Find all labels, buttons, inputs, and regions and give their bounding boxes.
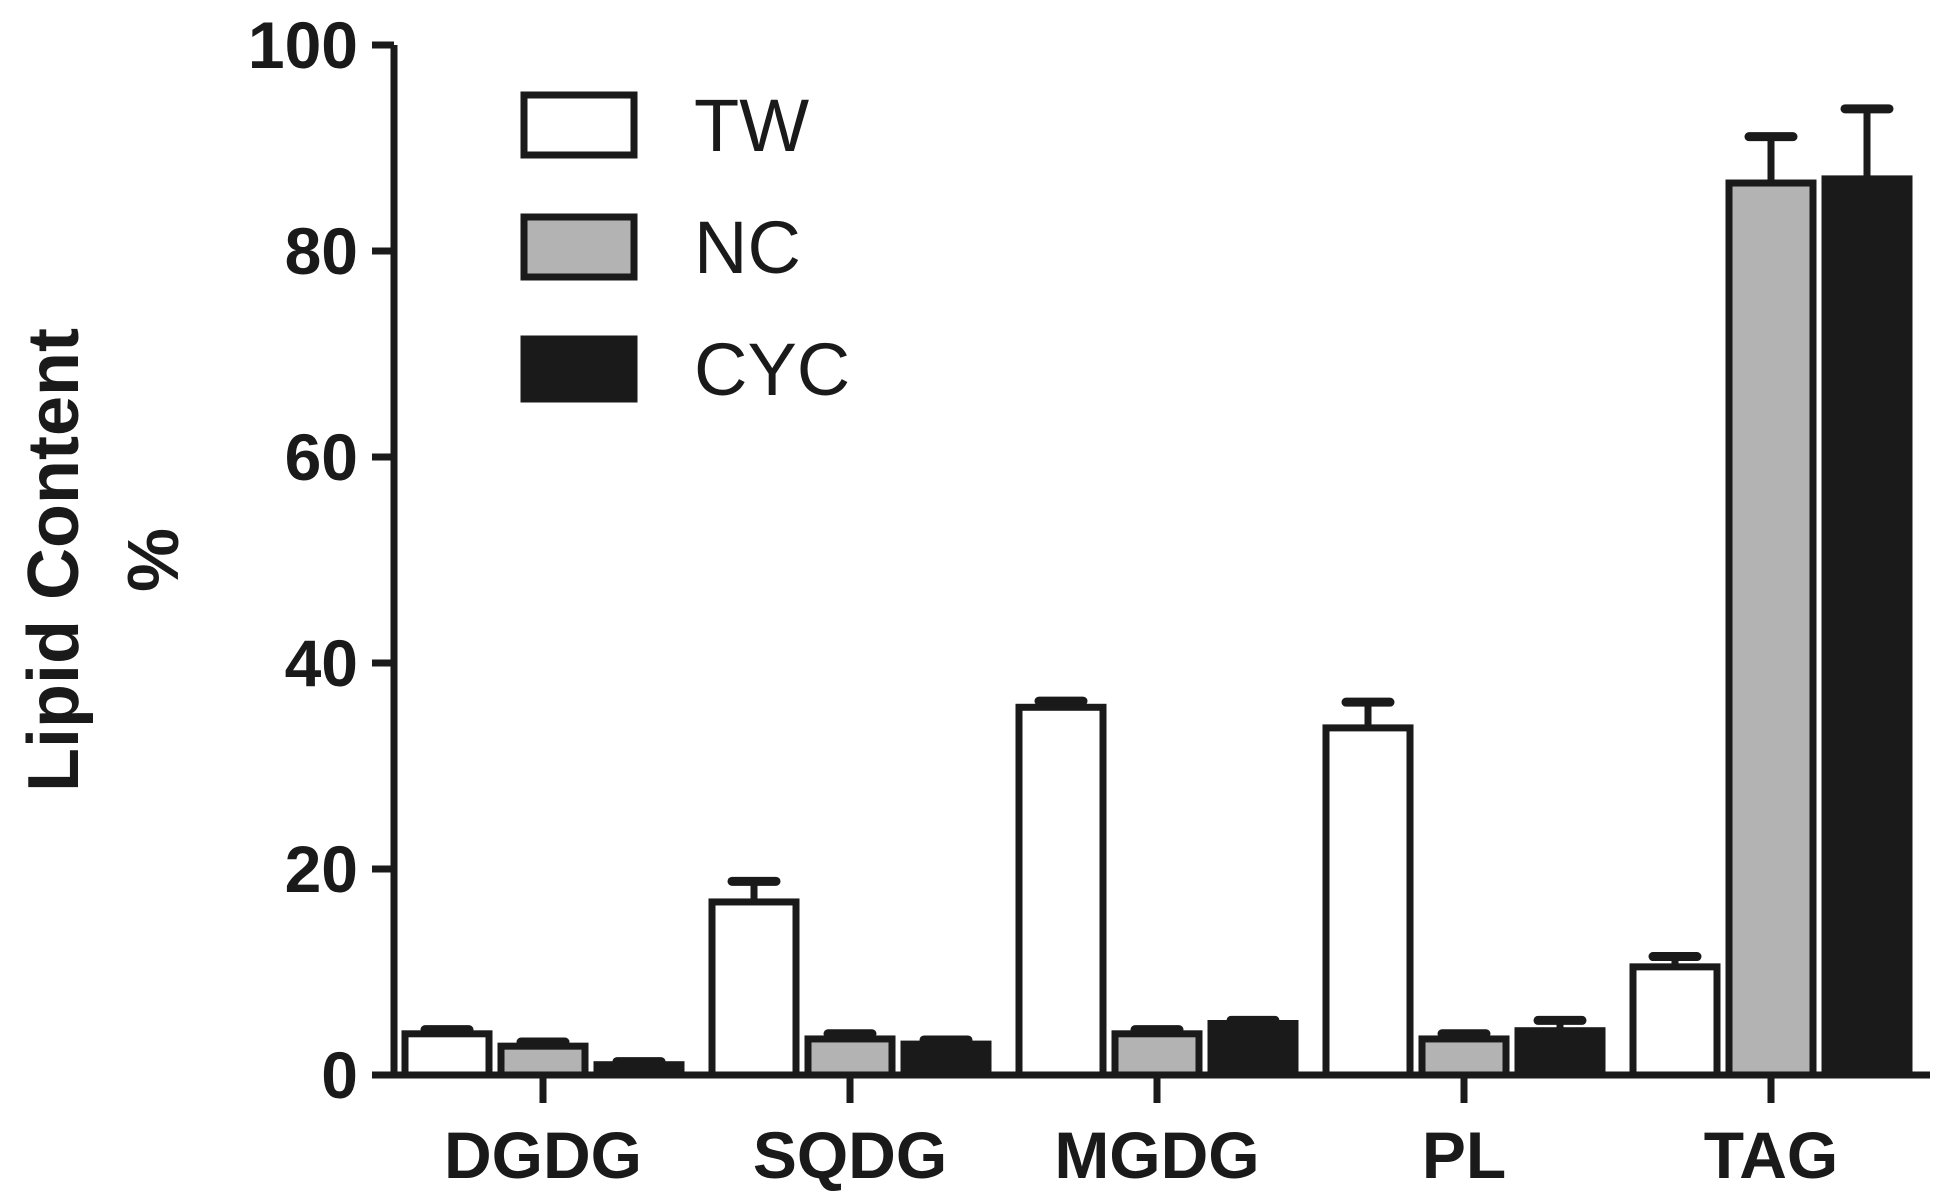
bar-cyc-sqdg (900, 1040, 992, 1079)
x-tick-label: PL (1422, 1118, 1506, 1192)
bar-tw-tag (1629, 963, 1721, 1079)
bar-nc-pl (1418, 1035, 1510, 1079)
bar-nc-tag (1725, 179, 1817, 1079)
y-tick-label: 40 (285, 626, 358, 700)
x-tick-label: MGDG (1054, 1118, 1259, 1192)
bar-tw-pl (1322, 724, 1414, 1079)
y-tick-label: 0 (321, 1038, 358, 1112)
legend-swatch-nc (520, 213, 638, 281)
legend-label-cyc: CYC (694, 328, 850, 411)
y-tick-label: 100 (248, 8, 358, 82)
bar-tw-sqdg (708, 898, 800, 1079)
bar-nc-sqdg (804, 1035, 896, 1079)
y-tick-label: 60 (285, 420, 358, 494)
error-bars-layer (420, 104, 1894, 1067)
y-tick-label: 80 (285, 214, 358, 288)
bar-cyc-pl (1514, 1027, 1606, 1079)
axes-layer (390, 45, 1930, 1079)
x-tick-label: SQDG (753, 1118, 947, 1192)
legend-swatch-cyc (520, 335, 638, 403)
bar-nc-mgdg (1111, 1030, 1203, 1079)
bar-tw-dgdg (401, 1030, 493, 1079)
legend-swatch-tw (520, 91, 638, 159)
x-tick-label: DGDG (444, 1118, 642, 1192)
y-ticks-layer: 0 20 40 60 80 100 (248, 8, 394, 1112)
bar-cyc-mgdg (1207, 1020, 1299, 1079)
x-tick-label: TAG (1704, 1118, 1838, 1192)
y-axis-title: Lipid Content (14, 328, 94, 792)
y-tick-label: 20 (285, 832, 358, 906)
bar-cyc-tag (1821, 175, 1913, 1079)
bars-layer (401, 175, 1913, 1079)
legend-label-tw: TW (694, 84, 809, 167)
bar-nc-dgdg (497, 1042, 589, 1079)
x-ticks-layer: DGDG SQDG MGDG PL TAG (444, 1075, 1838, 1192)
y-axis-unit: % (114, 528, 194, 592)
legend-label-nc: NC (694, 206, 801, 289)
legend: TW NC CYC (520, 84, 850, 411)
bar-tw-mgdg (1015, 703, 1107, 1079)
